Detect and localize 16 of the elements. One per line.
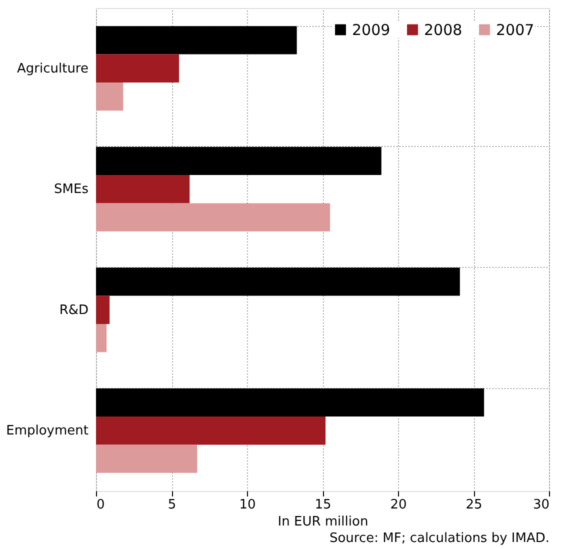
x-tick-label: 10: [239, 498, 256, 512]
legend-label: 2007: [496, 20, 534, 39]
y-tick-label: SMEs: [54, 182, 89, 198]
y-tick-label: R&D: [59, 302, 88, 318]
x-tick-label: 5: [168, 498, 176, 512]
x-tick-label: 30: [532, 498, 550, 512]
x-tick-label: 25: [466, 498, 482, 512]
legend-label: 2008: [424, 20, 462, 39]
x-tick-label: 20: [390, 498, 407, 512]
x-tick-label: 15: [314, 498, 332, 512]
legend-label: 2009: [352, 20, 390, 39]
y-tick-label: Agriculture: [17, 61, 88, 76]
x-axis-title: In EUR million: [278, 514, 368, 530]
y-tick-label: Employment: [6, 424, 88, 439]
x-tick-label: 0: [96, 498, 105, 512]
source-note: Source: MF; calculations by IMAD.: [329, 531, 550, 546]
